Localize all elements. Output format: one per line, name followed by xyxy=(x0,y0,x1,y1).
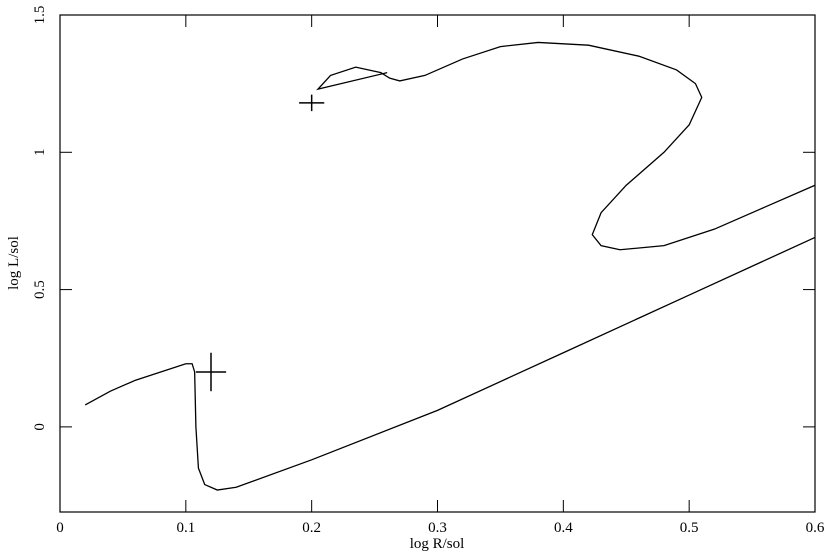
y-tick-label: 0 xyxy=(32,423,48,431)
track-line xyxy=(84,236,816,491)
x-tick-label: 0.3 xyxy=(428,520,447,536)
x-tick-label: 0.4 xyxy=(554,520,573,536)
x-tick-label: 0 xyxy=(56,520,64,536)
y-tick-label: 1.5 xyxy=(32,6,48,25)
y-tick-label: 0.5 xyxy=(32,280,48,299)
y-tick-label: 1 xyxy=(32,149,48,157)
plot-frame xyxy=(59,14,816,513)
track-line xyxy=(316,41,816,251)
x-axis-label: log R/sol xyxy=(410,536,465,552)
x-tick-label: 0.5 xyxy=(680,520,699,536)
y-axis-label: log L/sol xyxy=(6,236,22,290)
x-tick-label: 0.2 xyxy=(302,520,321,536)
x-tick-label: 0.1 xyxy=(176,520,195,536)
x-tick-label: 0.6 xyxy=(806,520,825,536)
